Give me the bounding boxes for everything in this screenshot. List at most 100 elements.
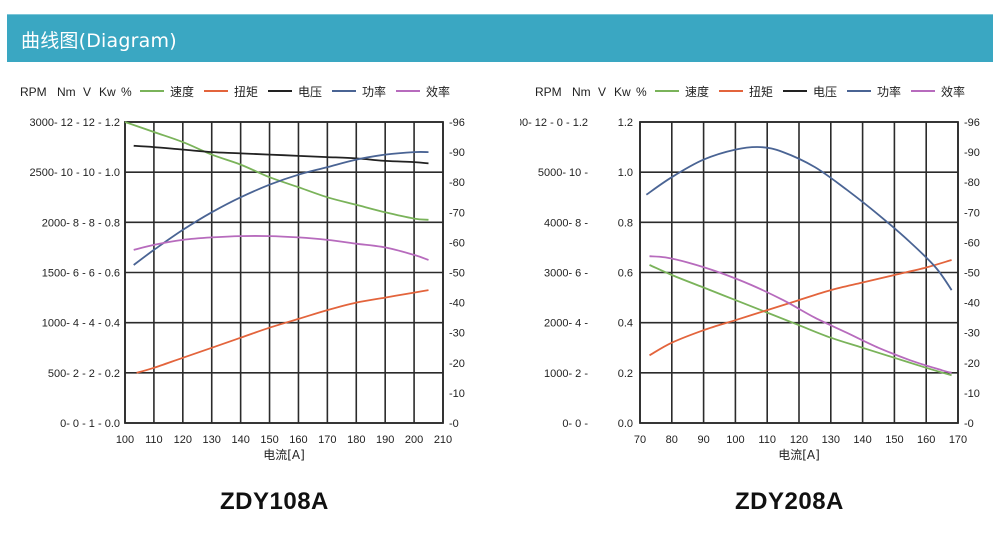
x-tick-label: 170 <box>949 434 967 446</box>
right-tick-label: -20 <box>964 358 980 370</box>
x-tick-label: 170 <box>318 434 336 446</box>
x-tick-label: 140 <box>853 434 871 446</box>
x-tick-label: 190 <box>376 434 394 446</box>
x-tick-label: 150 <box>260 434 278 446</box>
right-tick-label: -20 <box>449 358 465 370</box>
axis-unit-label: Nm <box>572 85 591 99</box>
right-tick-label: -60 <box>964 237 980 249</box>
model-label-zdy108a: ZDY108A <box>220 488 329 515</box>
x-tick-label: 110 <box>145 434 163 446</box>
axis-unit-label: % <box>636 85 647 99</box>
series-line <box>133 235 429 261</box>
right-tick-label: -70 <box>449 207 465 219</box>
series-line <box>133 144 429 165</box>
x-tick-label: 100 <box>116 434 134 446</box>
series-line <box>649 259 952 357</box>
left-tick-label: 2000- 8 - 8 - 0.8 <box>42 217 120 229</box>
x-tick-label: 140 <box>231 434 249 446</box>
chart-zdy108a: RPM Nm V Kw% 速度 扭矩 电压 功率 效率 3000- 12 - 12 - 1.2 25… <box>20 84 465 462</box>
left-tick-label: 0- 0 - <box>562 418 588 430</box>
legend-label: 扭矩 <box>234 85 258 99</box>
series-line <box>645 146 953 291</box>
inner-tick-label: 1.2 <box>618 117 633 129</box>
axis-unit-label: Kw <box>99 85 116 99</box>
chart-panel-zdy108a: RPM Nm V Kw% 速度 扭矩 电压 功率 效率 3000- 12 - 12 - 1.2 25… <box>0 70 480 470</box>
left-tick-label: 6000- 12 - 0 - 1.2 <box>520 117 588 129</box>
left-tick-label: 500- 2 - 2 - 0.2 <box>48 368 120 380</box>
legend-label: 电压 <box>813 85 837 99</box>
x-tick-label: 160 <box>917 434 935 446</box>
x-tick-label: 90 <box>697 434 709 446</box>
inner-tick-label: 0.2 <box>618 368 633 380</box>
right-tick-label: -10 <box>964 388 980 400</box>
x-tick-label: 210 <box>434 434 452 446</box>
left-tick-label: 2000- 4 - <box>544 318 588 330</box>
series-line <box>124 121 429 221</box>
left-tick-label: 5000- 10 - <box>538 167 588 179</box>
x-tick-label: 130 <box>822 434 840 446</box>
plot-frame <box>639 121 959 424</box>
left-tick-label: 4000- 8 - <box>544 217 588 229</box>
chart-panel-zdy208a: RPM Nm V Kw% 速度 扭矩 电压 功率 效率 6000- 12 - 0 - 1.2 500… <box>520 70 1000 470</box>
section-header: 曲线图(Diagram) <box>7 14 993 62</box>
left-tick-label: 3000- 12 - 12 - 1.2 <box>29 117 120 129</box>
left-tick-label: 3000- 6 - <box>544 268 588 280</box>
left-tick-label: 1500- 6 - 6 - 0.6 <box>42 268 120 280</box>
x-tick-label: 70 <box>634 434 646 446</box>
inner-tick-label: 1.0 <box>618 167 633 179</box>
x-tick-label: 130 <box>203 434 221 446</box>
right-tick-label: -70 <box>964 207 980 219</box>
axis-unit-label: Nm <box>57 85 76 99</box>
x-tick-label: 100 <box>726 434 744 446</box>
right-tick-label: -0 <box>964 418 974 430</box>
model-label-zdy208a: ZDY208A <box>735 488 844 515</box>
axis-unit-label: V <box>598 85 606 99</box>
inner-tick-label: 0.0 <box>618 418 633 430</box>
legend-label: 效率 <box>426 84 450 99</box>
right-tick-label: -90 <box>964 147 980 159</box>
axis-unit-label: % <box>121 85 132 99</box>
left-tick-label: 0- 0 - 1 - 0.0 <box>60 418 120 430</box>
chart-zdy208a: RPM Nm V Kw% 速度 扭矩 电压 功率 效率 6000- 12 - 0 - 1.2 500… <box>520 84 980 462</box>
right-tick-label: -30 <box>964 328 980 340</box>
x-tick-label: 120 <box>174 434 192 446</box>
right-tick-label: -80 <box>964 177 980 189</box>
right-tick-label: -96 <box>449 117 465 129</box>
inner-tick-label: 0.6 <box>618 268 633 280</box>
right-tick-label: -0 <box>449 418 459 430</box>
legend-label: 电压 <box>298 85 322 99</box>
inner-tick-label: 0.8 <box>618 217 633 229</box>
plot-frame <box>124 121 444 424</box>
axis-unit-label: RPM <box>20 85 47 99</box>
right-tick-label: -50 <box>964 268 980 280</box>
right-tick-label: -40 <box>449 298 465 310</box>
section-title: 曲线图(Diagram) <box>21 30 177 52</box>
series-line <box>133 151 429 266</box>
legend-label: 速度 <box>685 84 709 99</box>
legend-label: 扭矩 <box>749 85 773 99</box>
right-tick-label: -60 <box>449 237 465 249</box>
right-tick-label: -30 <box>449 328 465 340</box>
series-line <box>136 289 429 374</box>
x-tick-label: 150 <box>885 434 903 446</box>
legend-label: 效率 <box>941 84 965 99</box>
inner-tick-label: 0.4 <box>618 318 633 330</box>
series-line <box>649 264 952 377</box>
x-tick-label: 110 <box>758 434 776 446</box>
right-tick-label: -80 <box>449 177 465 189</box>
right-tick-label: -90 <box>449 147 465 159</box>
left-tick-label: 1000- 2 - <box>544 368 588 380</box>
legend-label: 功率 <box>362 84 386 99</box>
right-tick-label: -10 <box>449 388 465 400</box>
series-line <box>649 255 952 374</box>
right-tick-label: -40 <box>964 298 980 310</box>
x-tick-label: 120 <box>790 434 808 446</box>
x-tick-label: 200 <box>405 434 423 446</box>
axis-unit-label: RPM <box>535 85 562 99</box>
legend-label: 速度 <box>170 84 194 99</box>
right-tick-label: -50 <box>449 268 465 280</box>
left-tick-label: 2500- 10 - 10 - 1.0 <box>29 167 120 179</box>
x-tick-label: 160 <box>289 434 307 446</box>
x-tick-label: 180 <box>347 434 365 446</box>
right-tick-label: -96 <box>964 117 980 129</box>
